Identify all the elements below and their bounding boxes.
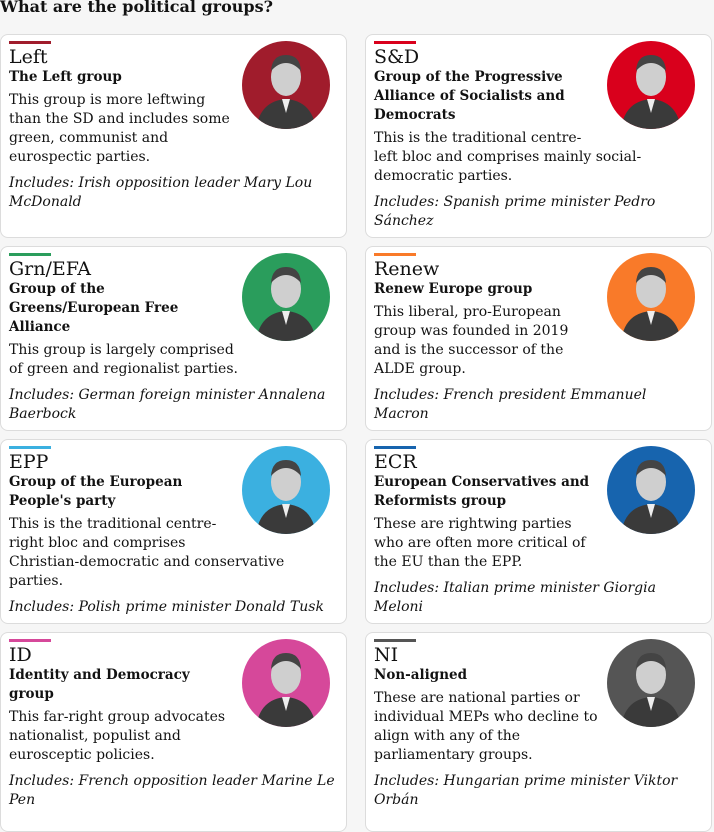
color-bar [374, 41, 416, 44]
group-card: S&D Group of the Progressive Alliance of … [365, 34, 712, 238]
portrait-figure [256, 55, 316, 129]
portrait [607, 639, 695, 727]
portrait [242, 253, 330, 341]
group-abbr: NI [374, 644, 399, 666]
group-card: EPP Group of the European People's party T… [0, 439, 347, 624]
color-bar [374, 253, 416, 256]
group-description: This is the traditional centre-right blo… [9, 516, 285, 589]
group-card: Grn/EFA Group of the Greens/European Free… [0, 246, 347, 431]
group-abbr: S&D [374, 46, 420, 68]
group-name: The Left group [9, 69, 122, 85]
group-abbr: EPP [9, 451, 49, 473]
portrait-figure [621, 653, 681, 727]
group-name: Identity and Democracy group [9, 667, 190, 702]
portrait [242, 639, 330, 727]
color-bar [374, 639, 416, 642]
group-abbr: Grn/EFA [9, 258, 92, 280]
portrait [242, 41, 330, 129]
color-bar [9, 446, 51, 449]
groups-grid: Left The Left group This group is more lef… [0, 34, 712, 832]
group-description: This far-right group advocates nationali… [9, 709, 226, 763]
color-bar [9, 253, 51, 256]
group-includes: Includes: French president Emmanuel Macr… [374, 387, 647, 422]
portrait-figure [256, 653, 316, 727]
group-abbr: Left [9, 46, 48, 68]
portrait-figure [256, 267, 316, 341]
color-bar [9, 41, 51, 44]
group-description: This liberal, pro-European group was fou… [374, 304, 569, 377]
group-name: Non-aligned [374, 667, 468, 683]
portrait-figure [256, 460, 316, 534]
group-abbr: ID [9, 644, 32, 666]
group-abbr: Renew [374, 258, 440, 280]
portrait-figure [621, 55, 681, 129]
group-description: These are national parties or individual… [374, 690, 598, 763]
group-includes: Includes: Polish prime minister Donald T… [9, 599, 324, 615]
portrait [607, 446, 695, 534]
group-includes: Includes: French opposition leader Marin… [9, 773, 335, 808]
group-name: Group of the Greens/European Free Allian… [9, 281, 179, 335]
group-includes: Includes: Italian prime minister Giorgia… [374, 580, 656, 615]
group-description: This group is more leftwing than the SD … [9, 92, 230, 165]
group-card: NI Non-aligned These are national parties … [365, 632, 712, 832]
group-name: Group of the European People's party [9, 474, 183, 509]
portrait [607, 253, 695, 341]
group-includes: Includes: Spanish prime minister Pedro S… [374, 194, 656, 229]
portrait-figure [621, 267, 681, 341]
group-card: Renew Renew Europe group This liberal, pro… [365, 246, 712, 431]
group-description: These are rightwing parties who are ofte… [374, 516, 586, 570]
group-includes: Includes: German foreign minister Annale… [9, 387, 326, 422]
group-card: ECR European Conservatives and Reformists… [365, 439, 712, 624]
color-bar [374, 446, 416, 449]
group-card: Left The Left group This group is more lef… [0, 34, 347, 238]
group-name: Group of the Progressive Alliance of Soc… [374, 69, 565, 123]
portrait-figure [621, 460, 681, 534]
group-includes: Includes: Irish opposition leader Mary L… [9, 175, 313, 210]
page-title: What are the political groups? [0, 0, 273, 16]
color-bar [9, 639, 51, 642]
group-name: Renew Europe group [374, 281, 533, 297]
group-description: This is the traditional centre-left bloc… [374, 130, 642, 184]
group-abbr: ECR [374, 451, 417, 473]
group-includes: Includes: Hungarian prime minister Vikto… [374, 773, 678, 808]
group-name: European Conservatives and Reformists gr… [374, 474, 590, 509]
group-description: This group is largely comprised of green… [9, 342, 238, 377]
portrait [242, 446, 330, 534]
group-card: ID Identity and Democracy group This far-r… [0, 632, 347, 832]
portrait [607, 41, 695, 129]
